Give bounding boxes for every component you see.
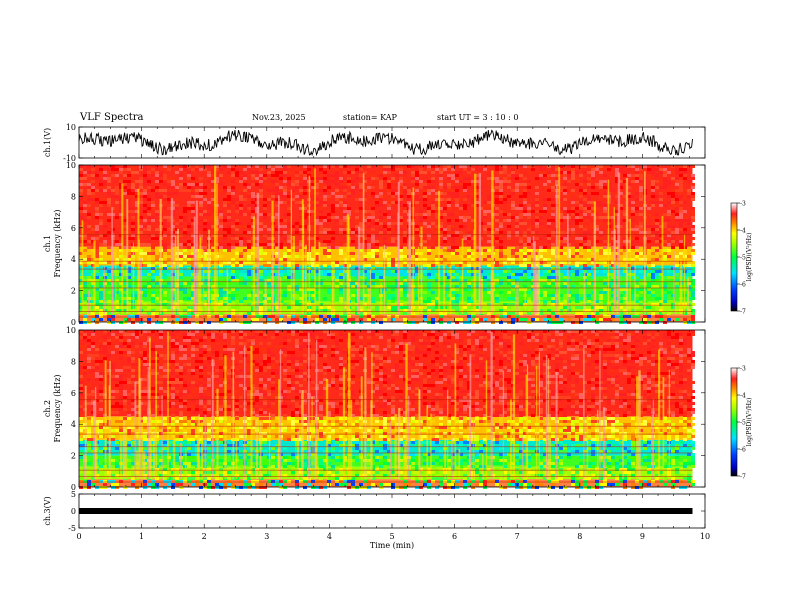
ch2-channel-label: ch.2 [43, 400, 52, 417]
ch1-colorbar-tick-0: -3 [740, 201, 746, 208]
ch1-spectrogram-ylabel: Frequency (kHz) [53, 209, 62, 277]
x-tick-8: 8 [577, 532, 582, 541]
ch1-colorbar-tick-2: -5 [740, 255, 746, 262]
ch2-colorbar-tick-1: -4 [740, 393, 746, 400]
ch1-spectrogram-ytick-5: 10 [66, 161, 76, 170]
x-tick-6: 6 [452, 532, 457, 541]
ch1-colorbar-tick-1: -4 [740, 228, 746, 235]
ch2-spectrogram-ytick-5: 10 [66, 326, 76, 335]
ch2-spectrogram-ytick-2: 4 [71, 420, 76, 429]
ch1-colorbar-label: log(PSD)(V²/Hz) [746, 233, 753, 282]
ch2-colorbar-label: log(PSD)(V²/Hz) [746, 398, 753, 447]
ch3-waveform-ytick-2: -5 [68, 524, 76, 533]
ch2-spectrogram-ytick-0: 0 [71, 483, 76, 492]
ch2-spectrogram-image [79, 330, 695, 489]
ch1-waveform-ytick-0: 10 [66, 123, 76, 132]
ch1-spectrogram-image [79, 165, 695, 324]
ch1-waveform-frame [78, 126, 706, 159]
date-label: Nov.23, 2025 [252, 113, 306, 122]
ch2-colorbar-tick-0: -3 [740, 366, 746, 373]
ch1-spectrogram-ytick-0: 0 [71, 318, 76, 327]
ch1-spectrogram-ytick-4: 8 [71, 192, 76, 201]
ch2-spectrogram-ylabel: Frequency (kHz) [53, 374, 62, 442]
ch1-channel-label: ch.1 [43, 235, 52, 252]
ch1-waveform-line [78, 129, 693, 157]
ch2-colorbar-tick-3: -6 [740, 447, 746, 454]
x-tick-1: 1 [139, 532, 144, 541]
x-axis-label: Time (min) [370, 541, 414, 550]
x-tick-7: 7 [515, 532, 520, 541]
ch2-spectrogram-ytick-4: 8 [71, 357, 76, 366]
ch2-colorbar-tick-2: -5 [740, 420, 746, 427]
start-time-label: start UT = 3 : 10 : 0 [437, 113, 519, 122]
figure-title: VLF Spectra [80, 112, 144, 123]
ch2-spectrogram-ytick-1: 2 [71, 452, 76, 461]
ch3-waveform-line [79, 508, 693, 514]
x-tick-4: 4 [327, 532, 332, 541]
ch1-spectrogram-ytick-2: 4 [71, 255, 76, 264]
ch1-spectrogram-ytick-3: 6 [71, 224, 76, 233]
x-tick-9: 9 [640, 532, 645, 541]
station-label: station= KAP [343, 113, 397, 122]
ch2-colorbar-tick-4: -7 [740, 474, 746, 481]
x-tick-0: 0 [76, 532, 81, 541]
ch3-waveform-ytick-1: 0 [71, 507, 76, 516]
x-tick-10: 10 [700, 532, 710, 541]
x-tick-3: 3 [264, 532, 269, 541]
ch3-waveform-ylabel: ch.3(V) [43, 496, 52, 525]
ch2-colorbar [730, 367, 738, 477]
ch1-colorbar [730, 202, 738, 312]
x-tick-5: 5 [389, 532, 394, 541]
ch1-spectrogram-ytick-1: 2 [71, 287, 76, 296]
ch3-waveform-ytick-0: 5 [71, 490, 76, 499]
ch1-waveform-ytick-1: -10 [63, 154, 76, 163]
ch1-colorbar-tick-3: -6 [740, 282, 746, 289]
ch2-spectrogram-ytick-3: 6 [71, 389, 76, 398]
ch1-colorbar-tick-4: -7 [740, 309, 746, 316]
ch1-waveform-ylabel: ch.1(V) [43, 128, 52, 157]
x-tick-2: 2 [202, 532, 207, 541]
